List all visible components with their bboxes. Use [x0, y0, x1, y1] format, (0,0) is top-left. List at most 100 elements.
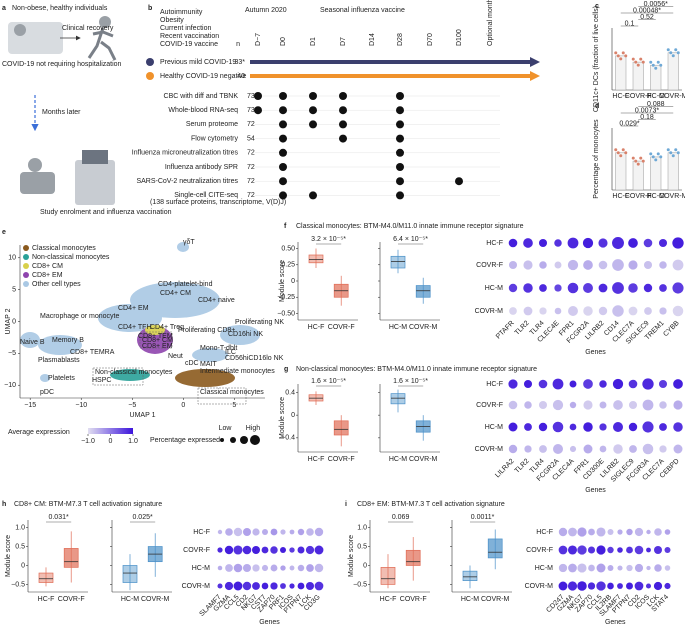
cluster-label: CD8+ TEM	[138, 333, 173, 340]
bar-marker	[631, 156, 635, 160]
p-value: 6.4 × 10⁻⁵*	[393, 236, 428, 243]
schedule-dot	[254, 92, 262, 100]
expression-dot	[217, 583, 223, 589]
expression-dot	[552, 443, 564, 455]
schedule-dot	[339, 106, 347, 115]
highlight-box	[92, 367, 144, 386]
gene-label: TLR2	[514, 320, 531, 337]
x-tick-label: COVR-F	[328, 324, 355, 331]
expression-dot	[653, 581, 663, 591]
cohort-arrow	[250, 74, 530, 78]
y-tick-label: 0	[12, 318, 16, 325]
expression-dot	[634, 545, 644, 555]
schedule-dot	[279, 148, 287, 157]
expression-dot	[583, 422, 593, 432]
expression-dot	[645, 583, 652, 589]
expression-dot	[613, 400, 623, 410]
expression-dot	[242, 581, 252, 591]
expression-dot	[587, 546, 596, 554]
expression-dot	[558, 527, 568, 537]
row-label: HC-M	[485, 424, 503, 431]
cohort-label: Healthy COVID-19 negative	[160, 73, 246, 80]
y-tick-label: −0.50	[277, 310, 295, 317]
expression-dot	[270, 546, 278, 554]
expression-dot	[598, 238, 608, 248]
colorbar-title: Average expression	[8, 429, 70, 436]
expression-dot	[583, 444, 593, 454]
y-tick-label: 0.25	[281, 262, 295, 269]
assay-n: 72	[247, 164, 255, 171]
p-value: 1.6 × 10⁻⁵*	[311, 378, 346, 385]
expression-dot	[644, 307, 652, 315]
schedule-dot	[309, 92, 317, 100]
person-icon	[146, 58, 154, 66]
expression-dot	[314, 545, 324, 555]
bar-marker	[659, 155, 663, 159]
expression-dot	[262, 529, 268, 535]
expression-dot	[664, 529, 671, 535]
bar-marker	[614, 148, 618, 152]
y-tick-label: 0.5	[15, 543, 25, 550]
schedule-dot	[396, 106, 404, 115]
expression-dot	[567, 282, 579, 294]
x-tick-label: 5	[232, 402, 236, 409]
y-axis-label: Percentage of monocytes	[593, 119, 600, 199]
y-tick-label: −5	[8, 350, 16, 357]
gene-label: LILRA2	[494, 458, 516, 480]
bar-marker	[671, 154, 675, 158]
expression-dot	[596, 563, 606, 573]
y-tick-label: 0	[291, 412, 295, 419]
x-tick-label: HC-M	[647, 93, 665, 100]
expression-dot	[568, 527, 577, 537]
timepoint: D0	[280, 37, 287, 46]
expression-dot	[567, 259, 579, 271]
schedule-dot	[279, 191, 287, 200]
expression-dot	[654, 546, 662, 554]
expression-dot	[598, 260, 608, 270]
box	[390, 393, 406, 405]
expression-dot	[280, 547, 286, 553]
expression-dot	[538, 400, 548, 410]
row-label: COVR-M	[182, 583, 211, 590]
person-icon	[146, 72, 154, 80]
y-axis-label: UMAP 2	[5, 308, 12, 334]
cluster-label: CD56hiCD16lo NK	[225, 355, 284, 362]
expression-dot	[523, 379, 533, 389]
colorbar-label: 0	[109, 438, 113, 445]
bar-marker	[639, 57, 643, 61]
patient-icon	[14, 24, 26, 36]
bar-marker	[669, 51, 673, 55]
expression-dot	[508, 260, 518, 270]
expression-dot	[270, 564, 278, 572]
timepoint: D1	[310, 37, 317, 46]
expression-dot	[261, 582, 269, 590]
x-tick-label: COVR-M	[409, 456, 438, 463]
x-tick-label: COVR-M	[659, 93, 685, 100]
colorbar-label: −1.0	[81, 438, 95, 445]
bar-marker	[669, 151, 673, 155]
schedule-dot	[254, 106, 262, 115]
cluster-blob	[40, 374, 50, 382]
p-value: 0.088	[647, 101, 665, 108]
expression-dot	[524, 423, 532, 431]
expression-dot	[297, 546, 305, 554]
row-label: HC-F	[486, 381, 503, 388]
expression-dot	[523, 260, 533, 270]
expression-dot	[626, 528, 633, 536]
p-value: 0.0073*	[635, 107, 659, 114]
expression-dot	[673, 444, 683, 454]
y-tick-label: 0.4	[285, 389, 295, 396]
row-label: COVR-F	[476, 402, 503, 409]
cluster-label: CD4-platelet-bind	[158, 281, 213, 288]
p-value: 0.0011*	[471, 514, 495, 521]
expression-dot	[539, 307, 547, 315]
assay-n: 54	[247, 135, 255, 142]
expression-dot	[659, 401, 667, 409]
expression-dot	[289, 565, 295, 571]
expression-dot	[629, 445, 637, 453]
expression-dot	[607, 582, 614, 590]
y-tick-label: 0	[21, 562, 25, 569]
y-tick-label: −10	[4, 382, 16, 389]
x-tick-label: HC-F	[308, 324, 325, 331]
size-legend-low: Low	[219, 425, 233, 432]
